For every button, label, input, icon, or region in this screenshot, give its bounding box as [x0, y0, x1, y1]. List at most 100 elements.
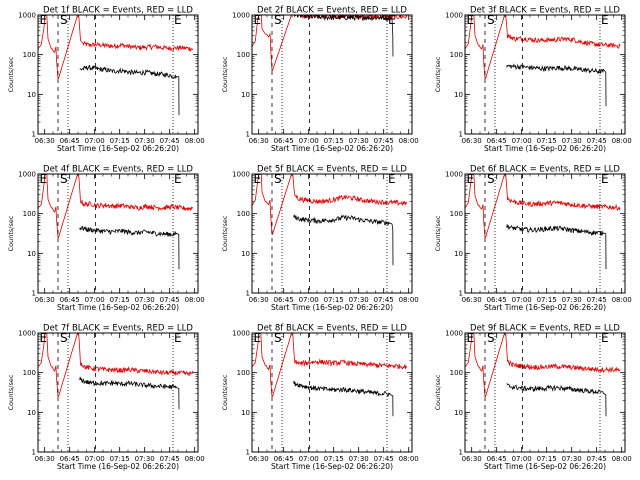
x-tick-label: 06:30	[462, 137, 482, 145]
y-tick-label: 10	[241, 409, 250, 417]
panel-title: Det 7f BLACK = Events, RED = LLD	[43, 324, 193, 334]
x-tick-label: 07:00	[299, 455, 319, 463]
marker-saa-label: S	[487, 13, 495, 27]
x-tick-label: 07:30	[135, 137, 155, 145]
plot-frame	[464, 332, 626, 453]
x-tick-label: 07:00	[85, 455, 105, 463]
series-line-lld	[252, 174, 408, 235]
y-tick-label: 1000	[445, 12, 463, 20]
y-tick-label: 10	[241, 250, 250, 258]
series-line-lld	[38, 15, 194, 79]
x-tick-label: 07:15	[537, 137, 557, 145]
x-tick-label: 08:00	[185, 137, 205, 145]
marker-end-label: E	[388, 13, 396, 27]
x-tick-label: 07:30	[562, 296, 582, 304]
x-tick-label: 06:30	[249, 296, 269, 304]
y-tick-label: 10	[27, 409, 36, 417]
y-tick-label: 1000	[232, 171, 250, 179]
y-tick-label: 100	[23, 369, 36, 377]
x-tick-label: 06:30	[35, 296, 55, 304]
x-axis-label: Start Time (16-Sep-02 06:26:20)	[57, 144, 179, 153]
y-tick-label: 1	[32, 290, 36, 298]
y-tick-label: 1	[459, 131, 463, 139]
x-tick-label: 06:45	[274, 296, 294, 304]
panel-title: Det 9f BLACK = Events, RED = LLD	[470, 324, 620, 334]
x-axis-label: Start Time (16-Sep-02 06:26:20)	[271, 144, 393, 153]
series-line-lld	[465, 333, 621, 397]
y-tick-label: 1000	[232, 330, 250, 338]
x-tick-label: 06:30	[35, 137, 55, 145]
plot-frame	[464, 14, 626, 135]
x-tick-label: 07:30	[349, 137, 369, 145]
marker-saa-label: S	[487, 331, 495, 345]
x-tick-label: 06:45	[60, 296, 80, 304]
panel-title: Det 2f BLACK = Events, RED = LLD	[257, 6, 407, 16]
x-tick-label: 07:45	[374, 296, 394, 304]
marker-saa-label: S	[60, 13, 68, 27]
x-axis-label: Start Time (16-Sep-02 06:26:20)	[57, 303, 179, 312]
y-axis-label: Counts/sec	[221, 374, 229, 410]
y-tick-label: 100	[237, 369, 250, 377]
x-tick-label: 07:30	[135, 455, 155, 463]
x-tick-label: 06:45	[60, 455, 80, 463]
marker-end-label: E	[174, 331, 182, 345]
y-tick-label: 1	[459, 449, 463, 457]
x-tick-label: 08:00	[612, 296, 632, 304]
x-tick-label: 07:45	[374, 455, 394, 463]
plot-frame	[37, 14, 199, 135]
x-tick-label: 07:15	[324, 455, 344, 463]
plot-frame	[464, 173, 626, 294]
panel-title: Det 8f BLACK = Events, RED = LLD	[257, 324, 407, 334]
marker-start-label: E	[254, 13, 262, 27]
x-tick-label: 08:00	[399, 137, 419, 145]
plot-frame	[37, 332, 199, 453]
series-line-lld	[465, 174, 621, 238]
y-axis-label: Counts/sec	[434, 215, 442, 251]
x-tick-label: 07:00	[512, 137, 532, 145]
series-line-events	[79, 376, 180, 410]
y-axis-label: Counts/sec	[7, 56, 15, 92]
marker-saa-label: S	[487, 172, 495, 186]
x-tick-label: 06:45	[60, 137, 80, 145]
series-line-events	[506, 224, 607, 270]
x-tick-label: 07:15	[324, 296, 344, 304]
x-tick-label: 06:45	[487, 455, 507, 463]
x-tick-label: 07:15	[537, 296, 557, 304]
panel-title: Det 6f BLACK = Events, RED = LLD	[470, 165, 620, 175]
marker-start-label: E	[467, 13, 475, 27]
marker-end-label: E	[174, 13, 182, 27]
panel-title: Det 1f BLACK = Events, RED = LLD	[43, 6, 193, 16]
x-tick-label: 07:00	[299, 137, 319, 145]
x-tick-label: 07:00	[85, 296, 105, 304]
marker-saa-label: S	[274, 331, 282, 345]
panel-title: Det 3f BLACK = Events, RED = LLD	[470, 6, 620, 16]
x-tick-label: 06:30	[462, 296, 482, 304]
x-tick-label: 07:45	[160, 137, 180, 145]
x-tick-label: 07:00	[299, 296, 319, 304]
y-tick-label: 100	[237, 51, 250, 59]
plot-frame	[251, 173, 413, 294]
y-tick-label: 1000	[18, 171, 36, 179]
y-tick-label: 100	[23, 51, 36, 59]
series-line-events	[79, 225, 180, 270]
marker-saa-label: S	[274, 13, 282, 27]
x-tick-label: 07:15	[324, 137, 344, 145]
y-tick-label: 1	[246, 449, 250, 457]
x-axis-label: Start Time (16-Sep-02 06:26:20)	[271, 462, 393, 471]
y-axis-label: Counts/sec	[7, 374, 15, 410]
marker-end-label: E	[388, 331, 396, 345]
y-tick-label: 1000	[445, 330, 463, 338]
x-tick-label: 07:45	[374, 137, 394, 145]
x-tick-label: 07:30	[349, 455, 369, 463]
x-tick-label: 06:30	[249, 137, 269, 145]
x-tick-label: 08:00	[612, 137, 632, 145]
x-tick-label: 06:30	[249, 455, 269, 463]
marker-end-label: E	[601, 13, 609, 27]
